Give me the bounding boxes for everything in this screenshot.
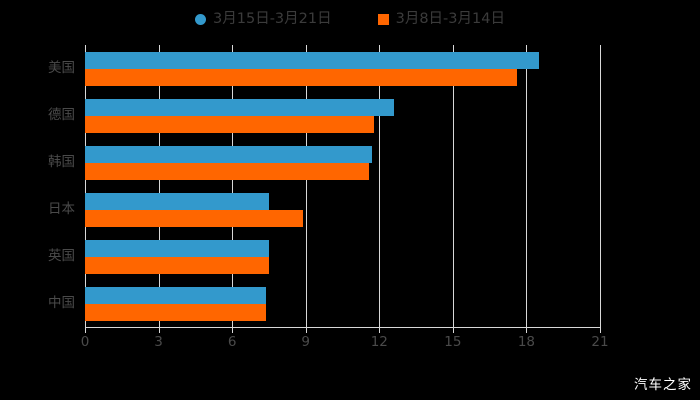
gridline-vertical	[305, 45, 307, 327]
legend-entry[interactable]: 3月8日-3月14日	[377, 10, 505, 27]
x-axis-tick-label: 6	[227, 334, 237, 350]
x-axis-tick	[452, 327, 454, 333]
bar	[85, 286, 267, 304]
bar	[85, 115, 375, 133]
y-axis-label: 日本	[48, 200, 75, 217]
gridline-vertical	[158, 45, 160, 327]
x-axis-tick	[85, 327, 86, 333]
y-axis-category-labels: 美国德国韩国日本英国中国	[15, 45, 75, 327]
bar	[85, 51, 539, 69]
bar	[85, 145, 372, 163]
y-axis-label: 德国	[48, 106, 75, 123]
bar	[85, 192, 269, 210]
x-axis-tick-label: 3	[154, 334, 163, 350]
x-axis-tick	[600, 327, 601, 333]
x-axis-tick	[379, 327, 381, 333]
x-axis-tick-label: 9	[301, 334, 310, 350]
y-axis-label: 美国	[48, 59, 75, 76]
x-axis-tick	[526, 327, 528, 333]
watermark-label: 汽车之家	[634, 376, 692, 393]
gridline-vertical	[600, 45, 601, 327]
plot-area	[85, 45, 601, 327]
x-axis-line	[85, 327, 601, 328]
bar	[85, 98, 394, 116]
x-axis-tick	[158, 327, 160, 333]
legend-entry[interactable]: 3月15日-3月21日	[195, 12, 332, 27]
legend-label: 3月8日-3月14日	[395, 10, 505, 27]
bar	[85, 239, 269, 257]
gridline-vertical	[526, 45, 528, 327]
gridline-vertical	[452, 45, 454, 327]
x-axis-tick-label: 15	[444, 334, 462, 350]
gridline-vertical	[232, 45, 234, 327]
bar	[85, 209, 304, 227]
legend-label: 3月15日-3月21日	[213, 10, 332, 27]
bar	[85, 162, 370, 180]
y-axis-label: 英国	[48, 247, 75, 264]
x-axis-tick-labels: 0 3 6 9 12 15 18 21	[0, 334, 700, 356]
x-axis-tick	[305, 327, 307, 333]
legend-square-icon	[377, 13, 389, 25]
y-axis-label: 韩国	[48, 153, 75, 170]
legend-circle-icon	[195, 13, 207, 25]
chart-legend: 3月15日-3月21日 3月8日-3月14日	[0, 6, 700, 32]
x-axis-tick-label: 12	[370, 334, 388, 350]
gridline-vertical	[379, 45, 381, 327]
gridline-vertical	[85, 45, 86, 327]
x-axis-tick-label: 0	[80, 334, 90, 350]
bar	[85, 256, 269, 274]
bar	[85, 68, 517, 86]
y-axis-label: 中国	[48, 294, 75, 311]
x-axis-tick-label: 21	[591, 334, 609, 350]
bar	[85, 303, 267, 321]
x-axis-tick	[232, 327, 234, 333]
x-axis-tick-label: 18	[517, 334, 536, 350]
